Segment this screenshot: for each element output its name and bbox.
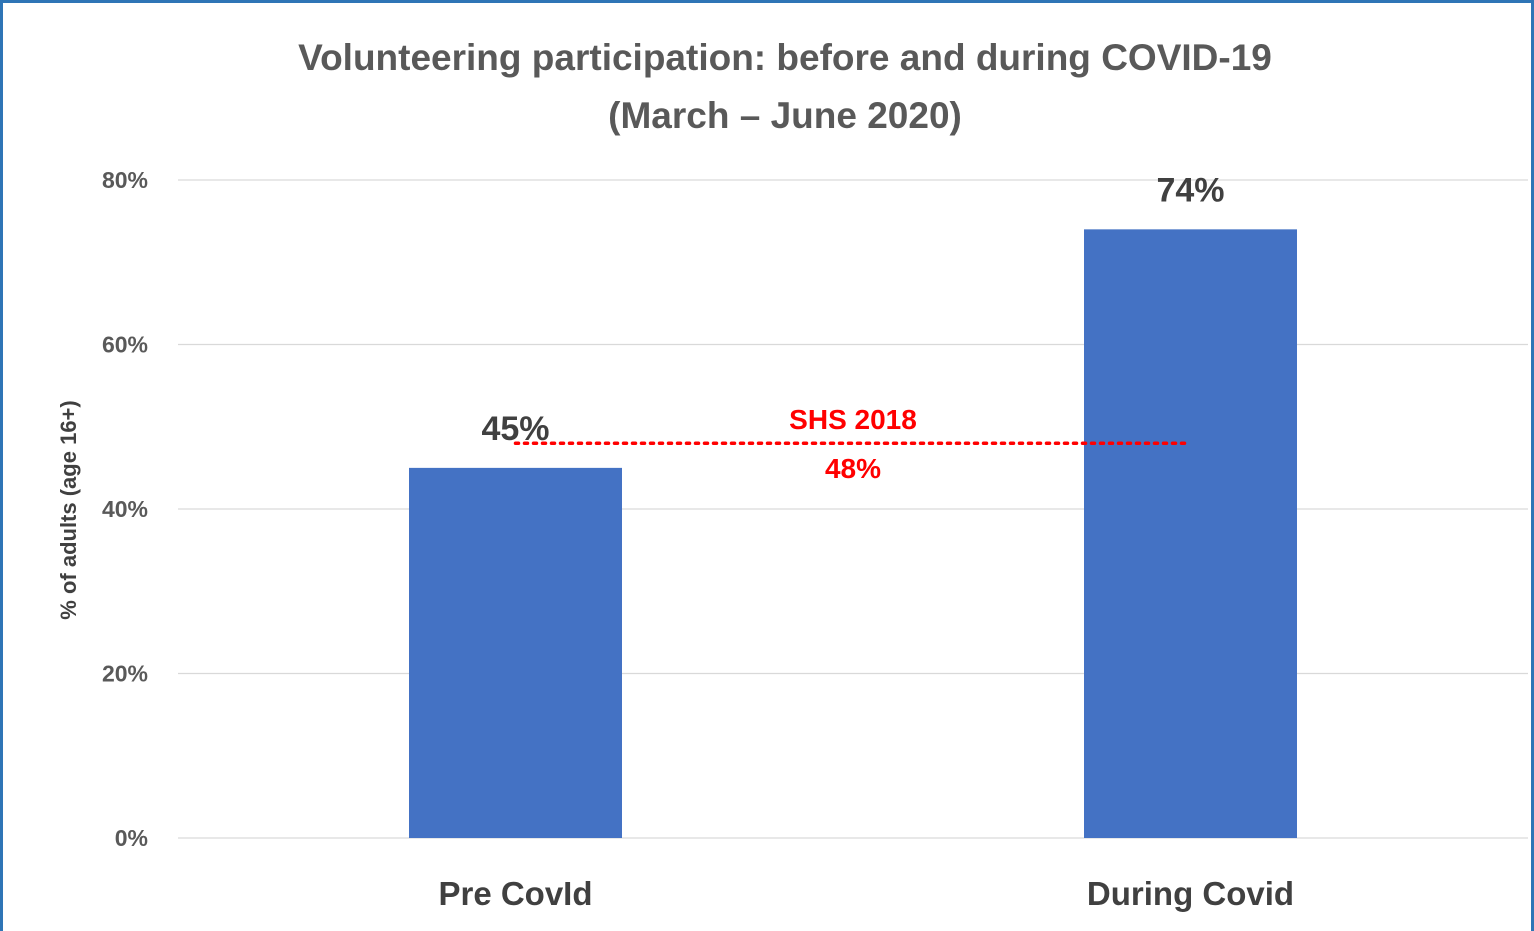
bar [409, 467, 622, 838]
reference-line-value-label: 48% [825, 453, 881, 484]
y-tick-label: 60% [102, 332, 148, 358]
bars [409, 229, 1297, 839]
y-tick-label: 40% [102, 496, 148, 522]
data-labels: 45%74% [481, 171, 1224, 448]
reference-line-group: SHS 2018 48% [513, 404, 1193, 484]
chart-frame-right-edge [1531, 0, 1534, 931]
y-tick-label: 20% [102, 661, 148, 687]
category-labels: Pre CovId During Covid [438, 875, 1294, 912]
category-label: Pre CovId [438, 875, 592, 912]
chart-title-line-1: Volunteering participation: before and d… [298, 37, 1272, 78]
chart-title-line-2: (March – June 2020) [608, 95, 962, 136]
gridlines [178, 179, 1528, 839]
y-tick-label: 0% [115, 825, 148, 851]
y-tick-label: 80% [102, 167, 148, 193]
bar [1084, 229, 1297, 839]
data-label: 74% [1156, 171, 1224, 209]
reference-line-name: SHS 2018 [789, 404, 917, 435]
y-tick-labels: 0% 20% 40% 60% 80% [102, 167, 148, 851]
category-label: During Covid [1087, 875, 1294, 912]
y-axis-label: % of adults (age 16+) [56, 400, 81, 619]
